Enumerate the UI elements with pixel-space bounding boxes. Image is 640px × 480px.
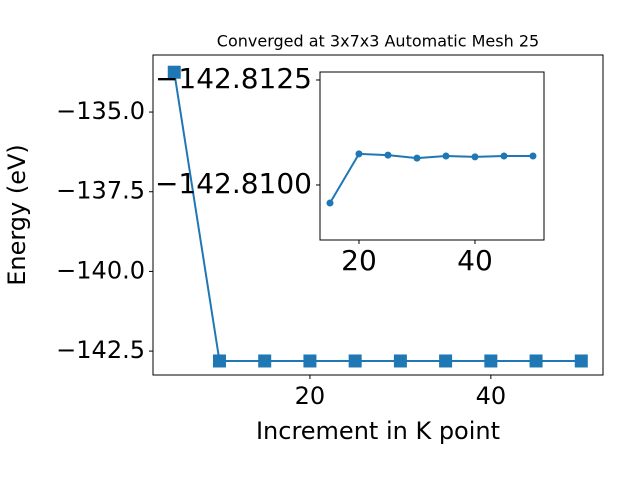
marker bbox=[303, 354, 317, 368]
marker bbox=[393, 354, 407, 368]
marker bbox=[384, 151, 392, 159]
marker bbox=[442, 152, 450, 160]
marker bbox=[500, 152, 508, 160]
x-tick-label: 40 bbox=[457, 244, 493, 277]
marker bbox=[355, 150, 363, 158]
y-tick-label: −140.0 bbox=[56, 256, 145, 284]
data-line bbox=[329, 152, 533, 204]
marker bbox=[439, 354, 453, 368]
marker bbox=[529, 152, 537, 160]
marker bbox=[413, 154, 421, 162]
x-tick-label: 40 bbox=[476, 382, 507, 410]
marker bbox=[574, 354, 588, 368]
marker bbox=[529, 354, 543, 368]
marker bbox=[484, 354, 498, 368]
y-tick-label: −142.8100 bbox=[155, 167, 312, 200]
marker bbox=[348, 354, 362, 368]
y-tick-label: −142.8125 bbox=[155, 62, 312, 95]
marker bbox=[212, 354, 226, 368]
y-axis-label: Energy (eV) bbox=[3, 144, 31, 286]
x-tick-label: 20 bbox=[295, 382, 326, 410]
data-line bbox=[173, 72, 582, 362]
x-tick-label: 20 bbox=[341, 244, 377, 277]
y-tick-label: −142.5 bbox=[56, 336, 145, 364]
y-tick-label: −135.0 bbox=[56, 97, 145, 125]
y-tick-label: −137.5 bbox=[56, 177, 145, 205]
marker bbox=[258, 354, 272, 368]
marker bbox=[471, 153, 479, 161]
marker bbox=[326, 199, 334, 207]
chart-title: Converged at 3x7x3 Automatic Mesh 25 bbox=[217, 32, 539, 51]
x-axis-label: Increment in K point bbox=[256, 417, 500, 445]
marker bbox=[167, 65, 181, 79]
